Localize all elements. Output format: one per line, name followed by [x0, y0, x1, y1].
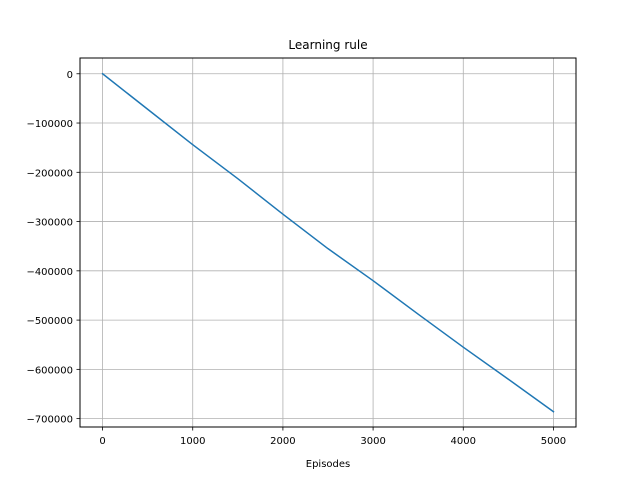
- x-tick-label: 2000: [270, 436, 295, 447]
- x-axis-label: Episodes: [306, 459, 350, 470]
- x-tick-label: 0: [99, 436, 105, 447]
- y-tick-label: −600000: [26, 365, 73, 376]
- x-tick-label: 4000: [451, 436, 476, 447]
- x-tick-label: 1000: [180, 436, 205, 447]
- series-layer: [101, 72, 555, 413]
- series-line: [101, 72, 555, 413]
- y-tick-label: −500000: [26, 316, 73, 327]
- x-tick-label: 5000: [541, 436, 566, 447]
- y-tick-label: 0: [67, 70, 73, 81]
- y-tick-label: −700000: [26, 415, 73, 426]
- y-tick-label: −100000: [26, 119, 73, 130]
- ticks: 0 1000 2000 3000 4000 5000 0 −100000 −200000 −300…: [26, 70, 566, 447]
- y-tick-label: −400000: [26, 267, 73, 278]
- y-tick-label: −300000: [26, 218, 73, 229]
- y-tick-label: −200000: [26, 168, 73, 179]
- x-tick-label: 3000: [360, 436, 385, 447]
- plot-frame: [79, 57, 577, 428]
- chart-title: Learning rule: [288, 38, 367, 52]
